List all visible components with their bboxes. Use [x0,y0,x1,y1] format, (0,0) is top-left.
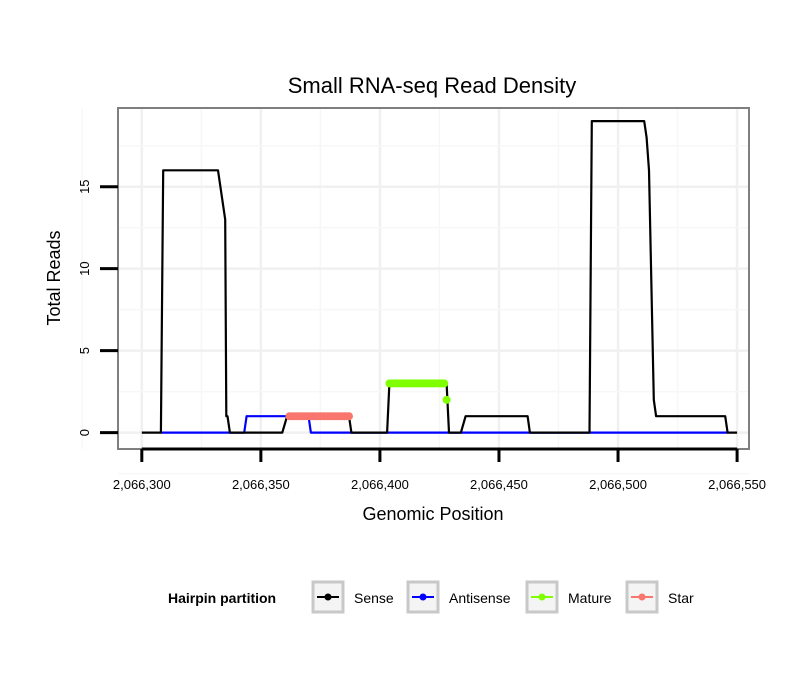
chart-title: Small RNA-seq Read Density [288,73,577,98]
grid-lines [81,108,749,475]
legend-key-point-antisense [419,593,427,601]
legend-label-star: Star [668,590,694,606]
x-tick-label: 2,066,450 [470,477,528,492]
legend-key-point-sense [324,593,332,601]
legend-title: Hairpin partition [168,590,276,606]
y-axis: 0 5 10 15 [77,179,118,436]
legend-label-sense: Sense [354,590,394,606]
data-point-mature [442,395,451,404]
y-tick-label: 5 [77,347,92,354]
y-tick-label: 10 [77,261,92,275]
x-tick-label: 2,066,550 [708,477,766,492]
legend-key-point-mature [538,593,546,601]
legend: Hairpin partition Sense Antisense Mature St… [168,580,694,614]
x-tick-label: 2,066,500 [589,477,647,492]
legend-item-sense: Sense [311,580,394,614]
x-tick-label: 2,066,300 [113,477,171,492]
legend-item-star: Star [625,580,694,614]
x-axis-title: Genomic Position [362,504,503,524]
data-point-star [344,412,353,421]
data-point-mature [440,379,449,388]
y-axis-title: Total Reads [44,230,64,325]
legend-item-mature: Mature [525,580,612,614]
legend-label-mature: Mature [568,590,612,606]
series-layer [141,119,738,434]
legend-label-antisense: Antisense [449,590,511,606]
legend-key-point-star [638,593,646,601]
x-axis: 2,066,300 2,066,350 2,066,400 2,066,450 2,06… [113,447,766,492]
x-tick-label: 2,066,400 [351,477,409,492]
legend-item-antisense: Antisense [406,580,511,614]
y-tick-label: 15 [77,179,92,193]
y-tick-label: 0 [77,429,92,436]
x-tick-label: 2,066,350 [232,477,290,492]
